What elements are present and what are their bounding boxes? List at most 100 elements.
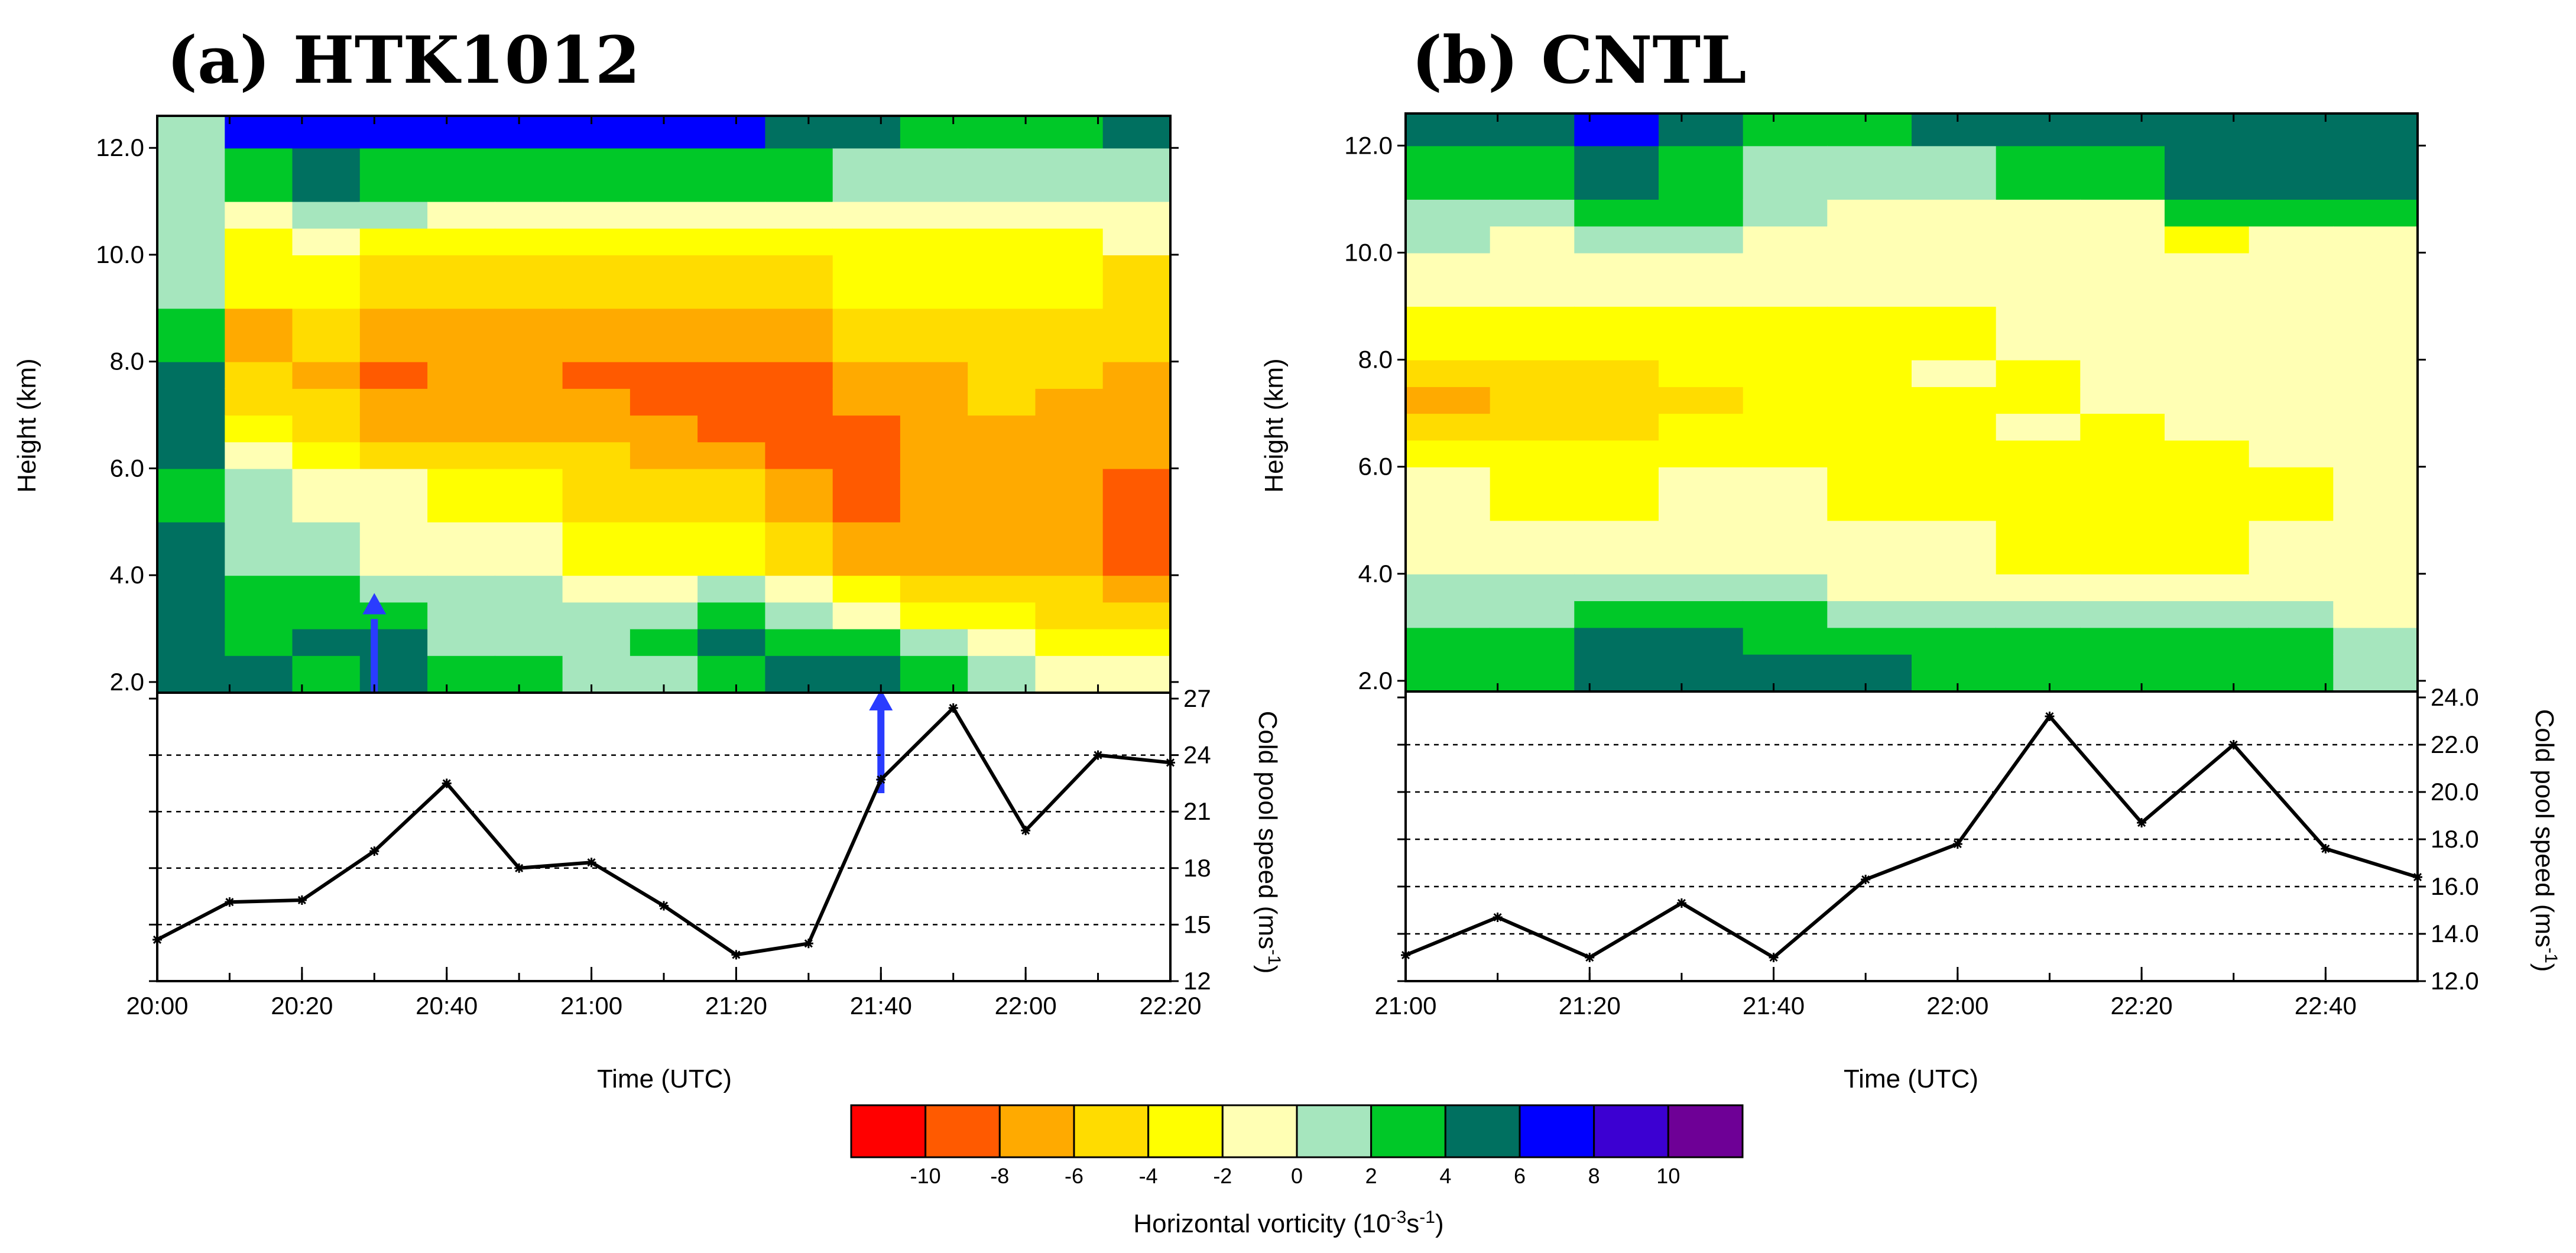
vorticity-cell [900, 415, 969, 443]
vorticity-cell [225, 655, 293, 693]
vorticity-cell [495, 442, 563, 469]
vorticity-cell [765, 308, 833, 362]
vorticity-cell [1827, 386, 1912, 414]
vorticity-cell [1996, 573, 2081, 602]
vorticity-cell [2249, 466, 2334, 521]
height-tick-label: 10.0 [96, 241, 144, 268]
vorticity-cell [359, 361, 429, 389]
vorticity-cell [1102, 308, 1171, 362]
vorticity-cell [1574, 199, 1659, 227]
coldpool-tick-label: 20.0 [2431, 778, 2479, 806]
vorticity-cell [765, 602, 833, 629]
vorticity-cell [1659, 386, 1744, 414]
height-tick-label: 12.0 [96, 134, 144, 161]
vorticity-cell [832, 201, 901, 229]
vorticity-cell [157, 628, 226, 656]
vorticity-cell [1035, 388, 1104, 416]
vorticity-cell [1912, 573, 1997, 602]
vorticity-cell [225, 116, 293, 149]
coldpool-point [1401, 950, 1410, 960]
vorticity-cell [157, 388, 226, 416]
vorticity-cell [427, 602, 496, 629]
vorticity-cell [2080, 654, 2165, 692]
vorticity-cell [157, 228, 226, 255]
vorticity-cell [1996, 226, 2081, 254]
time-tick-label: 21:20 [705, 992, 767, 1020]
vorticity-cell [1996, 386, 2081, 414]
vorticity-cell [1659, 199, 1744, 227]
vorticity-cell [1996, 113, 2081, 147]
vorticity-cell [832, 361, 901, 389]
vorticity-cell [1743, 306, 1828, 361]
vorticity-cell [1996, 306, 2081, 361]
panel-b-xlabel: Time (UTC) [1844, 1064, 1978, 1093]
vorticity-cell [1912, 386, 1997, 414]
coldpool-plot-frame [1404, 690, 2419, 982]
time-tick-label: 22:20 [2111, 992, 2173, 1020]
coldpool-marker-d2 [1094, 751, 1102, 759]
vorticity-cell [225, 228, 293, 255]
vorticity-cell [495, 255, 563, 309]
vorticity-cell [157, 361, 226, 389]
vorticity-cell [1827, 600, 1912, 628]
vorticity-cell [1743, 600, 1828, 628]
vorticity-cell [2165, 199, 2250, 227]
vorticity-cell [1659, 145, 1744, 200]
vorticity-cell [1912, 440, 1997, 468]
vorticity-cell [968, 255, 1036, 309]
panel-a-title: (a) HTK1012 [167, 22, 640, 98]
vorticity-cell [1659, 440, 1744, 468]
vorticity-cell [1490, 520, 1575, 574]
vorticity-cell [765, 201, 833, 229]
colorbar-swatch [998, 1104, 1075, 1158]
vorticity-cell [1743, 440, 1828, 468]
coldpool-marker-d2 [1953, 839, 1962, 849]
vorticity-cell [697, 116, 766, 149]
vorticity-cell [2165, 252, 2250, 307]
vorticity-cell [1912, 113, 1997, 147]
vorticity-cell [1827, 654, 1912, 692]
vorticity-cell [697, 228, 766, 255]
height-tick-label: 4.0 [1358, 560, 1393, 587]
time-tick-label: 22:20 [1139, 992, 1201, 1020]
vorticity-cell [495, 628, 563, 656]
height-tick-label: 2.0 [110, 668, 144, 696]
vorticity-cell [1912, 520, 1997, 574]
vorticity-cell [968, 602, 1036, 629]
vorticity-cell [1406, 520, 1491, 574]
vorticity-cell [1996, 600, 2081, 628]
coldpool-tick-label: 14.0 [2431, 920, 2479, 947]
colorbar-swatch [1667, 1104, 1744, 1158]
time-tick-label: 21:20 [1559, 992, 1621, 1020]
vorticity-cell [968, 575, 1036, 603]
vorticity-cell [1743, 520, 1828, 574]
vorticity-cell [562, 442, 631, 469]
coldpool-point [2228, 740, 2238, 749]
panel-a-coldpool-ylabel: Cold pool speed (ms-1) [1253, 711, 1284, 974]
vorticity-cell [157, 521, 226, 576]
vorticity-cell [1827, 440, 1912, 468]
vorticity-cell [1912, 306, 1997, 361]
coldpool-tick-label: 22.0 [2431, 731, 2479, 758]
vorticity-cell [427, 148, 496, 202]
vorticity-cell [1035, 361, 1104, 389]
vorticity-cell [562, 521, 631, 576]
vorticity-cell [1827, 226, 1912, 254]
vorticity-cell [900, 255, 969, 309]
coldpool-tick-label: 24.0 [2431, 683, 2479, 711]
vorticity-cell [2249, 306, 2334, 361]
vorticity-cell [2333, 226, 2418, 254]
vorticity-cell [2249, 520, 2334, 574]
vorticity-cell [1912, 627, 1997, 655]
coldpool-marker-d2 [370, 847, 379, 856]
vorticity-cell [1827, 199, 1912, 227]
vorticity-cell [2080, 199, 2165, 227]
vorticity-cell [697, 575, 766, 603]
vorticity-cell [1659, 226, 1744, 254]
vorticity-cell [1827, 573, 1912, 602]
vorticity-cell [1490, 359, 1575, 387]
vorticity-cell [765, 655, 833, 693]
vorticity-cell [1490, 600, 1575, 628]
vorticity-cell [225, 468, 293, 522]
